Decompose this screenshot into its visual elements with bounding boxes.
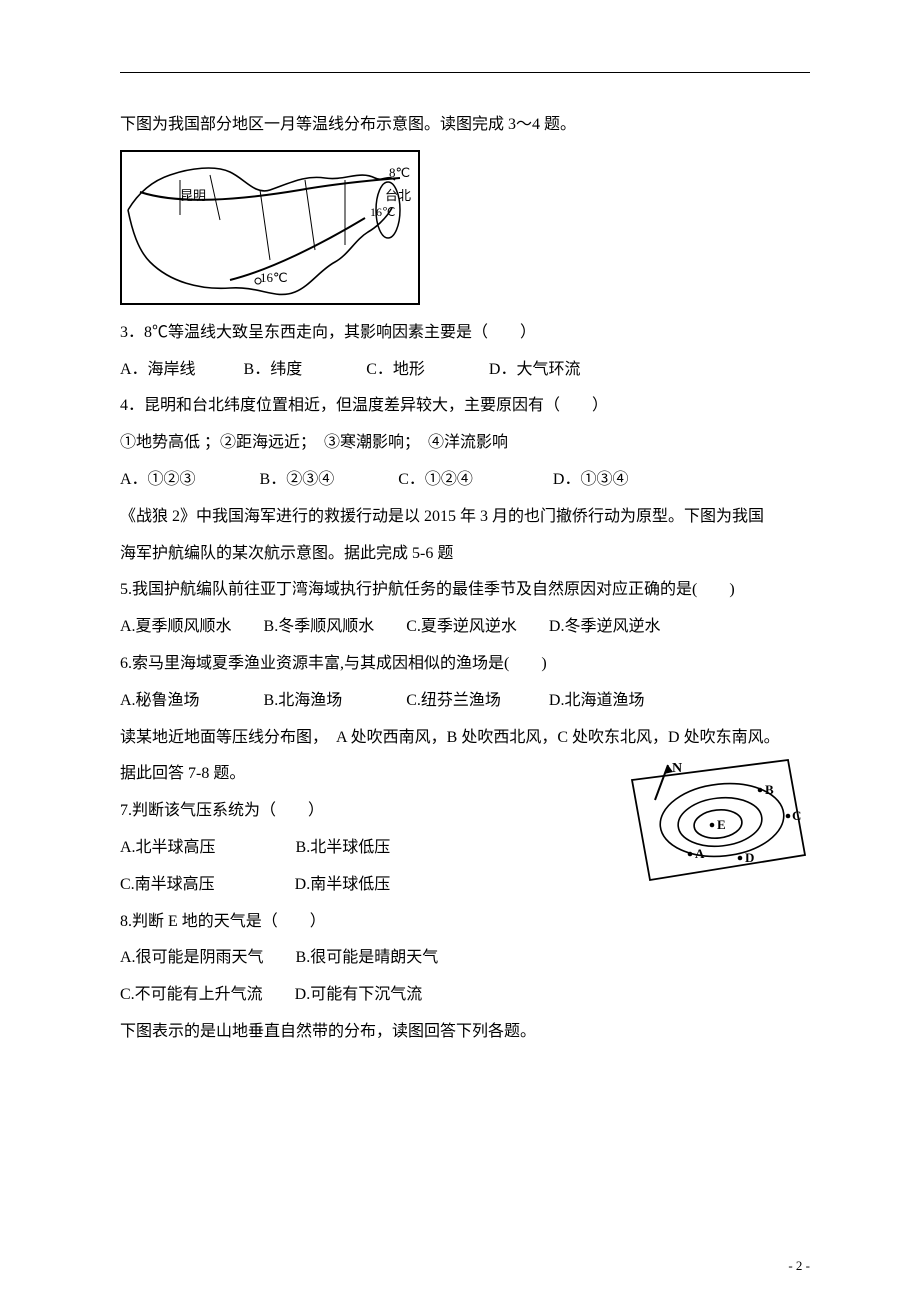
intro-q5-6-b: 海军护航编队的某次航示意图。据此完成 5-6 题 (120, 536, 810, 573)
q5-stem: 5.我国护航编队前往亚丁湾海域执行护航任务的最佳季节及自然原因对应正确的是( ) (120, 572, 810, 609)
label-taipei: 台北 (385, 188, 411, 203)
q4-options: A．①②③ B．②③④ C．①②④ D．①③④ (120, 462, 810, 499)
q4-stem: 4．昆明和台北纬度位置相近，但温度差异较大，主要原因有（ ） (120, 388, 810, 425)
q7-8-textcol: 据此回答 7-8 题。 7.判断该气压系统为（ ） A.北半球高压 B.北半球低… (120, 756, 608, 940)
q8-options-1: A.很可能是阴雨天气 B.很可能是晴朗天气 (120, 940, 810, 977)
label-8c: 8℃ (389, 165, 410, 180)
label-16c-a: 16℃ (370, 205, 395, 219)
q7-8-block: 据此回答 7-8 题。 7.判断该气压系统为（ ） A.北半球高压 B.北半球低… (120, 756, 810, 940)
q4-line2: ①地势高低 ；②距海远近； ③寒潮影响； ④洋流影响 (120, 425, 810, 462)
point-e (710, 823, 715, 828)
label-b: B (765, 782, 774, 797)
q6-stem: 6.索马里海域夏季渔业资源丰富,与其成因相似的渔场是( ) (120, 646, 810, 683)
intro-q7-8-b: 据此回答 7-8 题。 (120, 756, 608, 793)
point-a (688, 852, 693, 857)
point-c (786, 814, 791, 819)
intro-q3-4: 下图为我国部分地区一月等温线分布示意图。读图完成 3～4 题。 (120, 107, 810, 144)
point-d (738, 856, 743, 861)
q8-options-2: C.不可能有上升气流 D.可能有下沉气流 (120, 977, 810, 1014)
figure-pressure-system: N E A B C D (620, 750, 810, 895)
document-page: 下图为我国部分地区一月等温线分布示意图。读图完成 3～4 题。 昆明 8℃ 台北… (0, 0, 920, 1302)
isotherm-map-svg: 昆明 8℃ 台北 16℃ 16℃ (120, 150, 420, 305)
q7-stem: 7.判断该气压系统为（ ） (120, 793, 608, 830)
q7-options-1: A.北半球高压 B.北半球低压 (120, 830, 608, 867)
intro-q5-6-a: 《战狼 2》中我国海军进行的救援行动是以 2015 年 3 月的也门撤侨行动为原… (120, 499, 810, 536)
page-number: - 2 - (788, 1258, 810, 1274)
label-kunming: 昆明 (180, 188, 206, 203)
divider-top (120, 72, 810, 73)
point-b (758, 788, 763, 793)
north-label: N (672, 761, 682, 776)
q5-options: A.夏季顺风顺水 B.冬季顺风顺水 C.夏季逆风逆水 D.冬季逆风逆水 (120, 609, 810, 646)
label-c: C (792, 808, 801, 823)
figure-isotherm-map: 昆明 8℃ 台北 16℃ 16℃ (120, 150, 810, 305)
pressure-svg: N E A B C D (620, 750, 810, 890)
q8-stem: 8.判断 E 地的天气是（ ） (120, 904, 608, 941)
q3-stem: 3．8℃等温线大致呈东西走向，其影响因素主要是（ ） (120, 315, 810, 352)
q6-options: A.秘鲁渔场 B.北海渔场 C.纽芬兰渔场 D.北海道渔场 (120, 683, 810, 720)
q3-options: A．海岸线 B．纬度 C．地形 D．大气环流 (120, 352, 810, 389)
outro-vertical-belt: 下图表示的是山地垂直自然带的分布，读图回答下列各题。 (120, 1014, 810, 1051)
label-16c-b: 16℃ (260, 270, 288, 285)
q7-options-2: C.南半球高压 D.南半球低压 (120, 867, 608, 904)
label-e: E (717, 817, 726, 832)
label-d: D (745, 850, 754, 865)
label-a: A (695, 846, 705, 861)
